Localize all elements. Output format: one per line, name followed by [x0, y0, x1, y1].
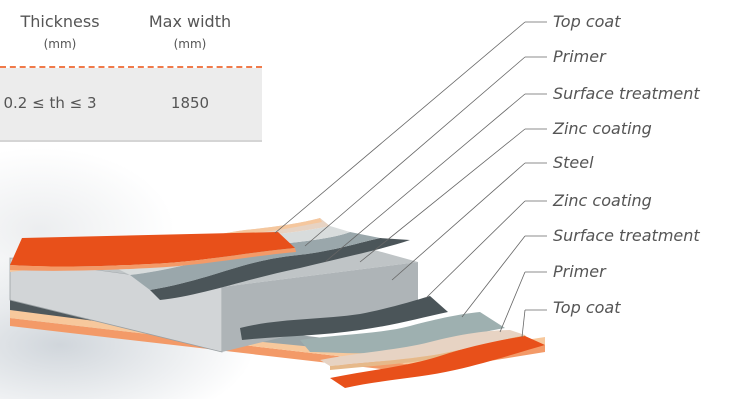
upper-top-coat-edge — [10, 248, 296, 271]
max-width-header-unit: (mm) — [173, 37, 207, 51]
label-surface-treatment: Surface treatment — [553, 84, 700, 103]
thickness-header-unit: (mm) — [43, 37, 77, 51]
leader-top-coat — [274, 21, 526, 234]
lower-top-coat — [330, 336, 545, 388]
lower-zinc-coating — [240, 296, 448, 340]
thickness-header-label: Thickness — [20, 12, 100, 31]
label-top-coat-lower: Top coat — [553, 298, 621, 317]
spec-table: Thickness (mm) Max width (mm) 0.2 ≤ th ≤… — [0, 0, 262, 150]
label-steel: Steel — [553, 153, 594, 172]
leader-surface-treatment-lower — [461, 235, 526, 318]
thickness-header: Thickness (mm) — [0, 12, 120, 51]
leader-primer — [304, 56, 526, 247]
lower-surface-treatment — [300, 312, 505, 354]
leader-steel — [391, 162, 526, 281]
upper-primer-edge — [10, 218, 322, 272]
upper-surface-treatment — [130, 232, 380, 290]
table-row: 0.2 ≤ th ≤ 3 1850 — [0, 68, 262, 142]
leader-top-coat-lower — [521, 309, 526, 338]
label-zinc-coating-lower: Zinc coating — [553, 191, 652, 210]
label-zinc-coating: Zinc coating — [553, 119, 652, 138]
leader-lines — [274, 21, 547, 338]
label-top-coat: Top coat — [553, 12, 621, 31]
max-width-value: 1850 — [170, 94, 210, 112]
leader-primer-lower — [499, 271, 526, 333]
lower-primer-edge — [330, 335, 527, 370]
label-primer-lower: Primer — [553, 262, 606, 281]
leader-zinc-coating-lower — [425, 200, 526, 299]
upper-zinc-coating — [150, 238, 410, 300]
leader-zinc-coating — [359, 128, 526, 263]
thickness-value: 0.2 ≤ th ≤ 3 — [3, 94, 97, 112]
max-width-header: Max width (mm) — [130, 12, 250, 51]
upper-top-coat — [10, 232, 295, 267]
lower-wavy-layers — [240, 296, 545, 388]
leader-surface-treatment — [324, 93, 526, 263]
header-divider — [0, 66, 262, 68]
max-width-header-label: Max width — [148, 12, 232, 31]
label-primer: Primer — [553, 47, 606, 66]
lower-primer — [320, 330, 525, 366]
upper-layers — [10, 218, 410, 300]
label-surface-treatment-lower: Surface treatment — [553, 226, 700, 245]
